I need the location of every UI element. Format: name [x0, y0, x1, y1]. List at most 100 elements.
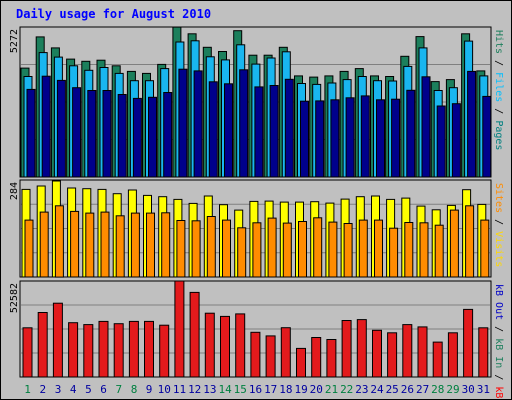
- bar-kb-f: [341, 320, 352, 378]
- bar-kb-f: [235, 313, 246, 378]
- bar-pages: [41, 75, 51, 178]
- bar-pages: [208, 81, 218, 178]
- bar-sites: [206, 216, 216, 278]
- bar-sites: [146, 212, 155, 278]
- bar-pages: [117, 94, 127, 178]
- bar-pages: [391, 98, 401, 178]
- x-tick-label: 12: [188, 383, 201, 396]
- bar-sites: [358, 219, 368, 278]
- legend-entry: /: [493, 320, 504, 338]
- legend-entry: Pages: [493, 120, 504, 150]
- bar-sites: [70, 210, 80, 278]
- bar-sites: [480, 219, 490, 278]
- y-max-label: 284: [9, 182, 20, 200]
- bar-pages: [254, 86, 264, 178]
- bar-sites: [298, 221, 307, 278]
- x-tick-label: 5: [85, 383, 92, 396]
- bar-kb-f: [311, 337, 322, 378]
- bar-kb-f: [265, 335, 276, 378]
- x-tick-label: 23: [355, 383, 368, 396]
- bar-pages: [239, 69, 249, 178]
- bar-kb-f: [174, 280, 185, 378]
- bar-pages: [406, 89, 416, 178]
- legend-entry: /: [493, 54, 504, 72]
- bar-sites: [39, 211, 49, 278]
- legend-entry: Files: [493, 72, 504, 102]
- x-tick-label: 26: [401, 383, 414, 396]
- x-tick-label: 6: [100, 383, 107, 396]
- bar-sites: [374, 219, 383, 278]
- bar-pages: [72, 87, 82, 178]
- x-tick-label: 1: [24, 383, 31, 396]
- bar-sites: [115, 215, 125, 278]
- bar-kb-f: [387, 332, 398, 378]
- x-tick-label: 20: [310, 383, 323, 396]
- x-tick-label: 22: [340, 383, 353, 396]
- legend-label-hits-files-pages: Hits / Files / Pages: [493, 30, 504, 150]
- legend-entry: /: [493, 368, 504, 386]
- bar-sites: [191, 220, 201, 278]
- bar-kb-f: [432, 341, 443, 378]
- bar-pages: [132, 97, 142, 178]
- bar-sites: [237, 227, 247, 278]
- bar-kb-f: [159, 324, 170, 378]
- x-tick-label: 24: [370, 383, 384, 396]
- bar-sites: [85, 212, 95, 278]
- x-tick-label: 27: [416, 383, 429, 396]
- bar-kb-f: [113, 323, 124, 378]
- bar-kb-f: [402, 324, 413, 378]
- bar-kb-f: [463, 308, 474, 378]
- bar-sites: [343, 223, 353, 278]
- legend-entry: kB In: [493, 338, 504, 368]
- bar-sites: [282, 222, 292, 278]
- x-tick-label: 17: [264, 383, 277, 396]
- bar-pages: [467, 70, 477, 178]
- bar-kb-f: [250, 331, 261, 378]
- bar-pages: [376, 99, 385, 178]
- bar-pages: [436, 105, 446, 178]
- legend-entry: Visits: [493, 231, 504, 267]
- bar-kb-f: [144, 320, 154, 378]
- x-tick-label: 21: [325, 383, 338, 396]
- bar-kb-f: [417, 326, 428, 378]
- x-tick-label: 7: [115, 383, 122, 396]
- bar-kb-f: [22, 327, 33, 378]
- bar-sites: [404, 222, 414, 278]
- bar-pages: [224, 83, 233, 178]
- bar-sites: [222, 219, 231, 278]
- legend-entry: /: [493, 102, 504, 120]
- bar-pages: [300, 100, 309, 178]
- x-tick-label: 4: [70, 383, 77, 396]
- bar-kb-f: [83, 324, 94, 378]
- legend-entry: Hits: [493, 30, 504, 54]
- bar-kb-f: [478, 327, 489, 378]
- bar-pages: [330, 99, 340, 178]
- x-tick-label: 25: [386, 383, 399, 396]
- x-tick-label: 9: [146, 383, 153, 396]
- chart-title: Daily usage for August 2010: [16, 7, 211, 21]
- bar-kb-f: [52, 302, 63, 378]
- x-tick-label: 13: [203, 383, 216, 396]
- bar-sites: [419, 222, 429, 278]
- x-tick-label: 8: [131, 383, 138, 396]
- legend-label-visits-sites: Sites / Visits: [493, 183, 504, 267]
- bar-kb-f: [280, 327, 291, 378]
- y-max-label: 52582: [9, 283, 20, 313]
- legend-label-kbf-kbin-kbout: kB Out / kB In / kB F: [493, 284, 504, 400]
- bar-kb-f: [220, 315, 230, 378]
- bar-pages: [178, 68, 188, 178]
- bar-kb-f: [128, 320, 139, 378]
- legend-entry: /: [493, 213, 504, 231]
- bar-kb-f: [37, 312, 48, 378]
- bar-pages: [56, 79, 66, 178]
- bar-kb-f: [372, 329, 382, 378]
- legend-entry: Sites: [493, 183, 504, 213]
- bar-pages: [269, 85, 279, 178]
- bar-sites: [176, 220, 186, 278]
- x-tick-label: 2: [39, 383, 46, 396]
- bar-kb-f: [204, 312, 215, 378]
- bar-pages: [284, 78, 294, 178]
- x-tick-label: 30: [462, 383, 475, 396]
- bar-kb-f: [326, 339, 337, 378]
- bar-pages: [87, 90, 97, 178]
